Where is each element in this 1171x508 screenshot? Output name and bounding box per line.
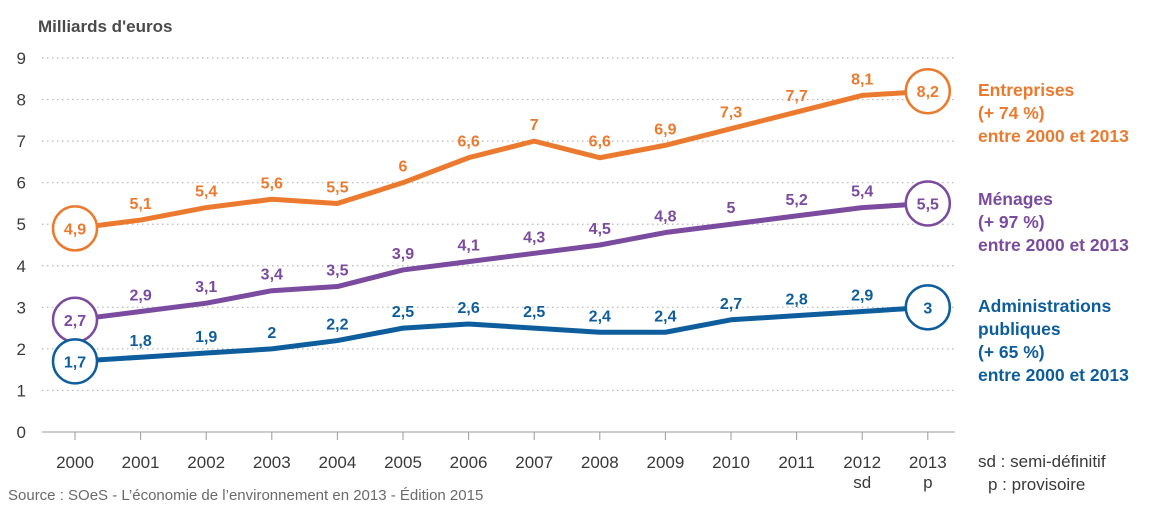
x-tick-sublabel: sd <box>853 473 871 492</box>
x-tick-label: 2001 <box>122 453 160 472</box>
data-label: 8,2 <box>917 84 939 101</box>
x-tick-label: 2013 <box>909 453 947 472</box>
data-label: 1,8 <box>129 333 151 350</box>
data-label: 6,6 <box>589 134 611 151</box>
x-tick-label: 2004 <box>318 453 356 472</box>
legend-line: Entreprises <box>978 80 1075 100</box>
x-tick-label: 2003 <box>253 453 291 472</box>
legend-line: entre 2000 et 2013 <box>978 365 1129 385</box>
point-circle-marker <box>904 284 952 331</box>
x-tick-label: 2000 <box>56 453 94 472</box>
data-label: 2,5 <box>523 304 545 321</box>
data-label: 2,8 <box>785 292 807 309</box>
legend-line: (+ 74 %) <box>978 103 1045 123</box>
data-label: 5,5 <box>326 179 348 196</box>
y-axis-unit-label: Milliards d'euros <box>38 17 172 36</box>
x-tick-label: 2009 <box>646 453 684 472</box>
y-tick-label: 3 <box>17 298 26 317</box>
note-provisoire: p : provisoire <box>988 475 1085 494</box>
legend-line: (+ 65 %) <box>978 342 1045 362</box>
data-label: 3,9 <box>392 246 414 263</box>
x-tick-label: 2011 <box>778 453 815 472</box>
y-tick-label: 5 <box>17 215 26 234</box>
data-label: 3 <box>923 300 932 317</box>
data-label: 4,3 <box>523 229 545 246</box>
series-line <box>72 88 931 231</box>
y-tick-label: 8 <box>17 91 26 110</box>
series-group: 4,9 5,1 5,4 5,6 5,5 6 6,6 7 6,6 6,9 7,3 7,7 8,1 8,2 2,… <box>51 67 952 385</box>
data-label: 4,5 <box>589 221 611 238</box>
series-line <box>72 200 931 323</box>
y-tick-label: 4 <box>17 257 26 276</box>
y-tick-label: 9 <box>17 49 26 68</box>
data-label: 4,9 <box>64 221 86 238</box>
data-label: 5,6 <box>261 175 283 192</box>
point-circle-marker <box>51 205 99 252</box>
data-label: 3,1 <box>195 279 217 296</box>
data-label: 5,5 <box>917 196 939 213</box>
data-label: 2,5 <box>392 304 414 321</box>
data-label: 5 <box>727 200 736 217</box>
x-tick-label: 2006 <box>450 453 488 472</box>
x-tick-sublabel: p <box>923 473 932 492</box>
series-1: 2,7 2,9 3,1 3,4 3,5 3,9 4,1 4,3 4,5 4,8 5 5,2 5,4 5,5 <box>51 180 952 344</box>
data-label: 4,8 <box>654 209 676 226</box>
data-label: 7,7 <box>785 88 807 105</box>
data-label: 2,9 <box>129 287 151 304</box>
data-label: 7 <box>530 117 539 134</box>
data-label: 6,9 <box>654 121 676 138</box>
y-axis-ticks: 0 1 2 3 4 5 6 7 8 9 <box>17 49 26 442</box>
point-circle-marker <box>904 67 952 115</box>
y-tick-label: 2 <box>17 340 26 359</box>
legend-line: publiques <box>978 319 1061 339</box>
x-axis: 2000 2001 2002 2003 2004 2005 2006 2007 2008 2009… <box>56 432 947 492</box>
data-label: 6 <box>399 159 408 176</box>
source-text: Source : SOeS - L’économie de l’environn… <box>8 487 483 504</box>
x-tick-label: 2002 <box>187 453 225 472</box>
data-label: 5,4 <box>851 184 873 201</box>
y-tick-label: 6 <box>17 174 26 193</box>
data-label: 1,7 <box>64 354 86 371</box>
legend-line: Ménages <box>978 189 1053 209</box>
data-label: 3,4 <box>261 267 283 284</box>
data-label: 3,5 <box>326 263 348 280</box>
data-label: 2,7 <box>720 296 742 313</box>
legend-line: (+ 97 %) <box>978 212 1045 232</box>
data-label: 7,3 <box>720 105 742 122</box>
x-tick-label: 2005 <box>384 453 422 472</box>
series-line <box>72 304 931 364</box>
grid-lines <box>42 57 955 433</box>
data-label: 2,7 <box>64 313 86 330</box>
data-label: 6,6 <box>457 134 479 151</box>
y-tick-label: 0 <box>17 423 26 442</box>
legend: Entreprises (+ 74 %) entre 2000 et 2013 Mén… <box>978 80 1129 385</box>
legend-line: entre 2000 et 2013 <box>978 126 1129 146</box>
y-tick-label: 7 <box>17 132 26 151</box>
series-0: 4,9 5,1 5,4 5,6 5,5 6 6,6 7 6,6 6,9 7,3 7,7 8,1 8,2 <box>51 67 952 252</box>
data-label: 8,1 <box>851 71 873 88</box>
point-circle-marker <box>904 180 952 227</box>
data-label: 2,4 <box>654 308 676 325</box>
data-label: 5,1 <box>129 196 151 213</box>
data-label: 2,9 <box>851 287 873 304</box>
point-circle-marker <box>51 338 99 385</box>
data-label: 5,4 <box>195 184 217 201</box>
x-tick-label: 2010 <box>712 453 750 472</box>
data-label: 5,2 <box>785 192 807 209</box>
data-label: 4,1 <box>457 238 479 255</box>
data-label: 2,2 <box>326 317 348 334</box>
legend-line: Administrations <box>978 296 1111 316</box>
data-label: 2,4 <box>589 308 611 325</box>
data-label: 2,6 <box>457 300 479 317</box>
x-tick-label: 2012 <box>843 453 881 472</box>
legend-line: entre 2000 et 2013 <box>978 235 1129 255</box>
series-2: 1,7 1,8 1,9 2 2,2 2,5 2,6 2,5 2,4 2,4 2,7 2,8 2,9 3 <box>51 284 952 385</box>
x-tick-label: 2007 <box>515 453 553 472</box>
note-semi-definitif: sd : semi-définitif <box>978 452 1106 471</box>
x-tick-label: 2008 <box>581 453 619 472</box>
data-label: 2 <box>267 325 276 342</box>
y-tick-label: 1 <box>17 381 26 400</box>
data-label: 1,9 <box>195 329 217 346</box>
